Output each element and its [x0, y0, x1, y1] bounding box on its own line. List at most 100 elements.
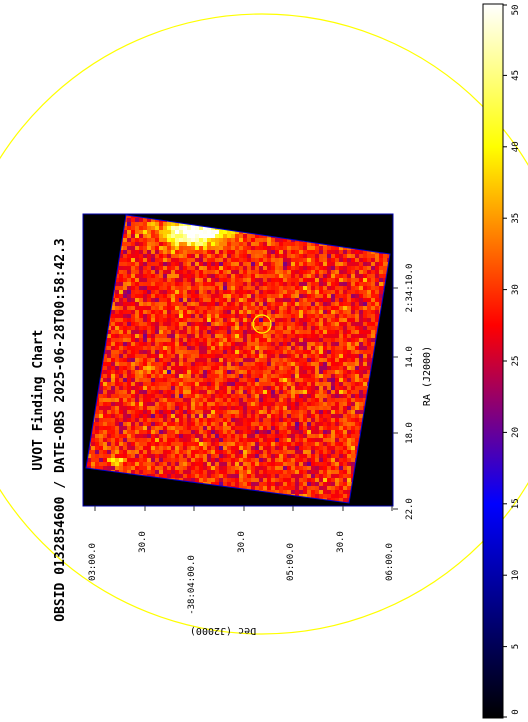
- image-pixel: [239, 402, 243, 406]
- image-pixel: [291, 354, 295, 358]
- image-pixel: [223, 390, 227, 394]
- image-pixel: [247, 406, 251, 410]
- image-pixel: [199, 442, 203, 446]
- image-pixel: [171, 446, 175, 450]
- image-pixel: [339, 314, 343, 318]
- image-pixel: [311, 426, 315, 430]
- image-pixel: [143, 406, 147, 410]
- image-pixel: [263, 462, 267, 466]
- image-pixel: [175, 230, 179, 234]
- image-pixel: [275, 330, 279, 334]
- image-pixel: [271, 350, 275, 354]
- image-pixel: [255, 294, 259, 298]
- image-pixel: [107, 414, 111, 418]
- image-pixel: [211, 242, 215, 246]
- image-pixel: [183, 334, 187, 338]
- image-pixel: [187, 254, 191, 258]
- image-pixel: [307, 286, 311, 290]
- image-pixel: [195, 278, 199, 282]
- image-pixel: [227, 406, 231, 410]
- image-pixel: [299, 342, 303, 346]
- image-pixel: [151, 286, 155, 290]
- image-pixel: [335, 306, 339, 310]
- image-pixel: [315, 390, 319, 394]
- image-pixel: [115, 426, 119, 430]
- image-pixel: [343, 270, 347, 274]
- image-pixel: [135, 306, 139, 310]
- image-pixel: [227, 286, 231, 290]
- image-pixel: [255, 466, 259, 470]
- image-pixel: [207, 406, 211, 410]
- image-pixel: [351, 370, 355, 374]
- image-pixel: [227, 442, 231, 446]
- image-pixel: [119, 342, 123, 346]
- image-pixel: [335, 338, 339, 342]
- image-pixel: [147, 422, 151, 426]
- image-pixel: [203, 242, 207, 246]
- image-pixel: [291, 298, 295, 302]
- image-pixel: [243, 350, 247, 354]
- image-pixel: [119, 454, 123, 458]
- image-pixel: [187, 394, 191, 398]
- image-pixel: [111, 466, 115, 470]
- image-pixel: [195, 242, 199, 246]
- image-pixel: [115, 434, 119, 438]
- image-pixel: [155, 274, 159, 278]
- image-pixel: [215, 366, 219, 370]
- image-pixel: [179, 306, 183, 310]
- image-pixel: [127, 370, 131, 374]
- image-pixel: [239, 254, 243, 258]
- image-pixel: [203, 370, 207, 374]
- image-pixel: [179, 274, 183, 278]
- image-pixel: [183, 414, 187, 418]
- image-pixel: [251, 402, 255, 406]
- image-pixel: [107, 454, 111, 458]
- image-pixel: [263, 458, 267, 462]
- image-pixel: [131, 350, 135, 354]
- image-pixel: [127, 215, 131, 218]
- image-pixel: [159, 466, 163, 470]
- image-pixel: [315, 362, 319, 366]
- image-pixel: [231, 358, 235, 362]
- image-pixel: [219, 338, 223, 342]
- image-pixel: [359, 318, 363, 322]
- image-pixel: [251, 458, 255, 462]
- image-pixel: [303, 434, 307, 438]
- image-pixel: [267, 254, 271, 258]
- image-pixel: [387, 254, 390, 258]
- image-pixel: [163, 254, 167, 258]
- image-pixel: [175, 294, 179, 298]
- image-pixel: [279, 362, 283, 366]
- image-pixel: [203, 246, 207, 250]
- image-pixel: [375, 298, 379, 302]
- image-pixel: [147, 270, 151, 274]
- image-pixel: [119, 378, 123, 382]
- image-pixel: [255, 394, 259, 398]
- image-pixel: [251, 246, 255, 250]
- image-pixel: [207, 258, 211, 262]
- image-pixel: [355, 382, 359, 386]
- image-pixel: [363, 386, 367, 390]
- image-pixel: [299, 426, 303, 430]
- image-pixel: [227, 362, 231, 366]
- image-pixel: [191, 410, 195, 414]
- image-pixel: [307, 314, 311, 318]
- image-pixel: [295, 402, 299, 406]
- image-pixel: [307, 386, 311, 390]
- image-pixel: [271, 354, 275, 358]
- image-pixel: [107, 426, 111, 430]
- image-pixel: [271, 246, 275, 250]
- image-pixel: [299, 418, 303, 422]
- image-pixel: [323, 330, 327, 334]
- image-pixel: [287, 286, 291, 290]
- image-pixel: [315, 402, 319, 406]
- image-pixel: [347, 266, 351, 270]
- image-pixel: [259, 234, 263, 238]
- image-pixel: [283, 410, 287, 414]
- image-pixel: [175, 338, 179, 342]
- image-pixel: [363, 322, 367, 326]
- image-pixel: [171, 278, 175, 282]
- image-pixel: [287, 386, 291, 390]
- image-pixel: [187, 418, 191, 422]
- image-pixel: [139, 406, 143, 410]
